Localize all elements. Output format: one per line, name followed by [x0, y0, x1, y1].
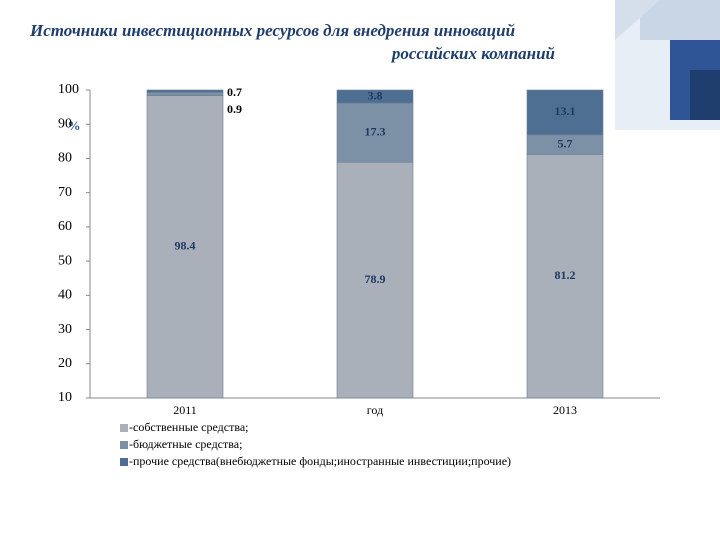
- value-label: 78.9: [365, 272, 386, 286]
- y-tick-label: 40: [58, 288, 72, 303]
- y-tick-label: 20: [58, 356, 72, 371]
- value-label: 17.3: [365, 124, 386, 138]
- y-tick-label: 10: [58, 390, 72, 405]
- value-label: 5.7: [558, 136, 573, 150]
- legend-label: -бюджетные средства;: [129, 437, 242, 451]
- x-tick-label: год: [367, 403, 383, 417]
- y-tick-label: 80: [58, 151, 72, 166]
- bar-segment: [526, 154, 604, 399]
- title-line: Источники инвестиционных ресурсов для вн…: [29, 21, 515, 40]
- x-tick-label: 2013: [553, 403, 577, 417]
- x-tick-label: 2011: [173, 403, 197, 417]
- y-tick-label: 70: [58, 185, 72, 200]
- bar-segment: [146, 89, 224, 93]
- y-tick-label: 90: [58, 116, 72, 131]
- legend-swatch: [120, 458, 128, 466]
- y-axis-label: %: [68, 118, 81, 133]
- value-label: 0.7: [227, 85, 242, 99]
- y-tick-label: 100: [58, 82, 79, 97]
- logo-decoration: [615, 0, 720, 130]
- bar-segment: [526, 89, 604, 136]
- value-label: 81.2: [555, 268, 576, 282]
- bar-segment: [336, 89, 414, 104]
- legend-label: -прочие средства(внебюджетные фонды;инос…: [129, 454, 511, 468]
- title-line: российских компаний: [390, 44, 555, 63]
- bar-segment: [336, 161, 414, 399]
- bar-segment: [146, 95, 224, 399]
- legend-label: -собственные средства;: [129, 420, 249, 434]
- bar-segment: [146, 92, 224, 96]
- value-label: 13.1: [555, 104, 576, 118]
- value-label: 98.4: [175, 238, 196, 252]
- legend-swatch: [120, 424, 128, 432]
- value-label: 3.8: [368, 88, 383, 102]
- y-tick-label: 30: [58, 322, 72, 337]
- y-tick-label: 60: [58, 219, 72, 234]
- value-label: 0.9: [227, 102, 242, 116]
- legend-swatch: [120, 441, 128, 449]
- y-tick-label: 50: [58, 253, 72, 268]
